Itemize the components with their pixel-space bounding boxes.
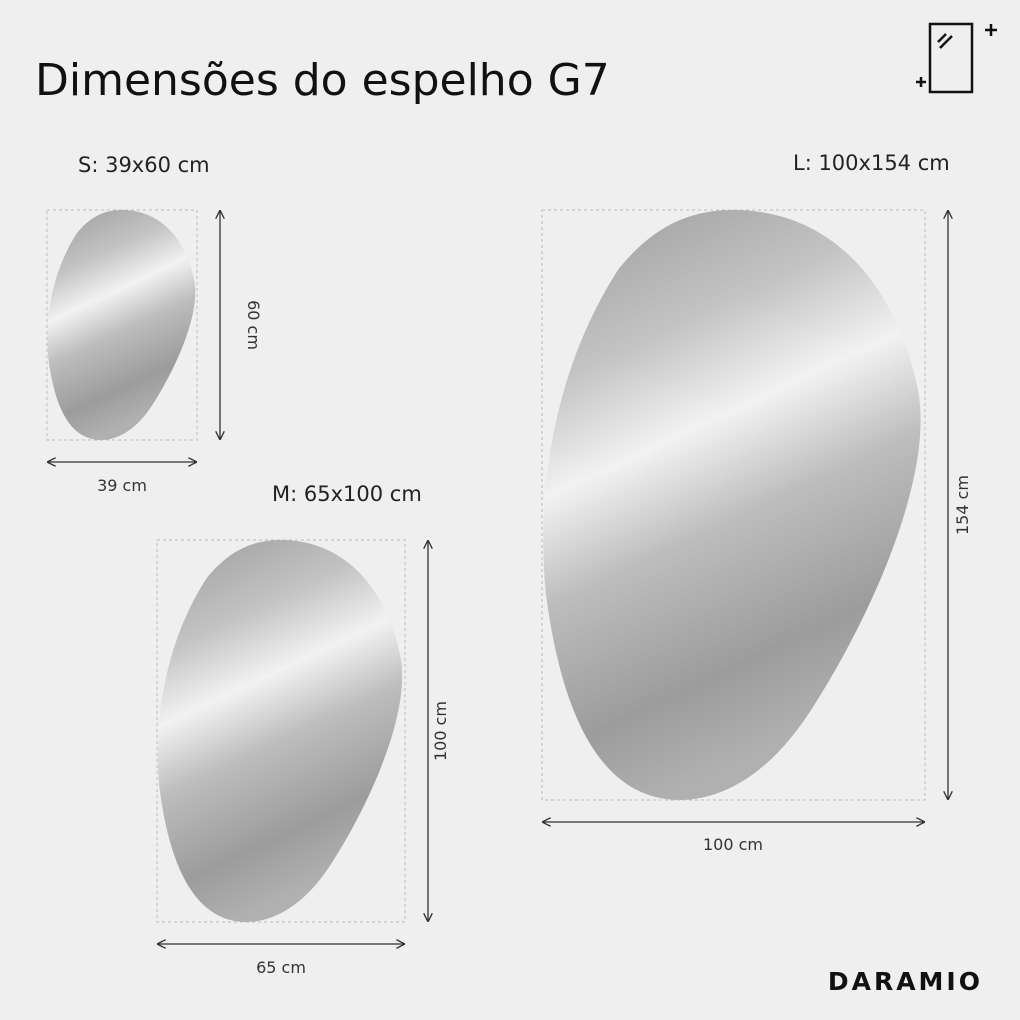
title: Dimensões do espelho G7 [35, 55, 610, 106]
width-label: 65 cm [256, 958, 306, 977]
height-label: 154 cm [953, 475, 972, 535]
brand: DARAMIO [828, 967, 983, 996]
size-label: L: 100x154 cm [793, 151, 950, 175]
mirror [543, 210, 921, 800]
mirror-icon [916, 22, 997, 94]
bounding-box [156, 539, 406, 923]
bounding-box [541, 209, 926, 801]
size-label: S: 39x60 cm [78, 153, 210, 177]
height-label: 60 cm [244, 300, 263, 350]
mirror [157, 540, 403, 922]
height-label: 100 cm [431, 701, 450, 761]
width-label: 39 cm [97, 476, 147, 495]
mirror [47, 210, 196, 440]
width-label: 100 cm [703, 835, 763, 854]
bounding-box [46, 209, 198, 441]
size-label: M: 65x100 cm [272, 482, 422, 506]
